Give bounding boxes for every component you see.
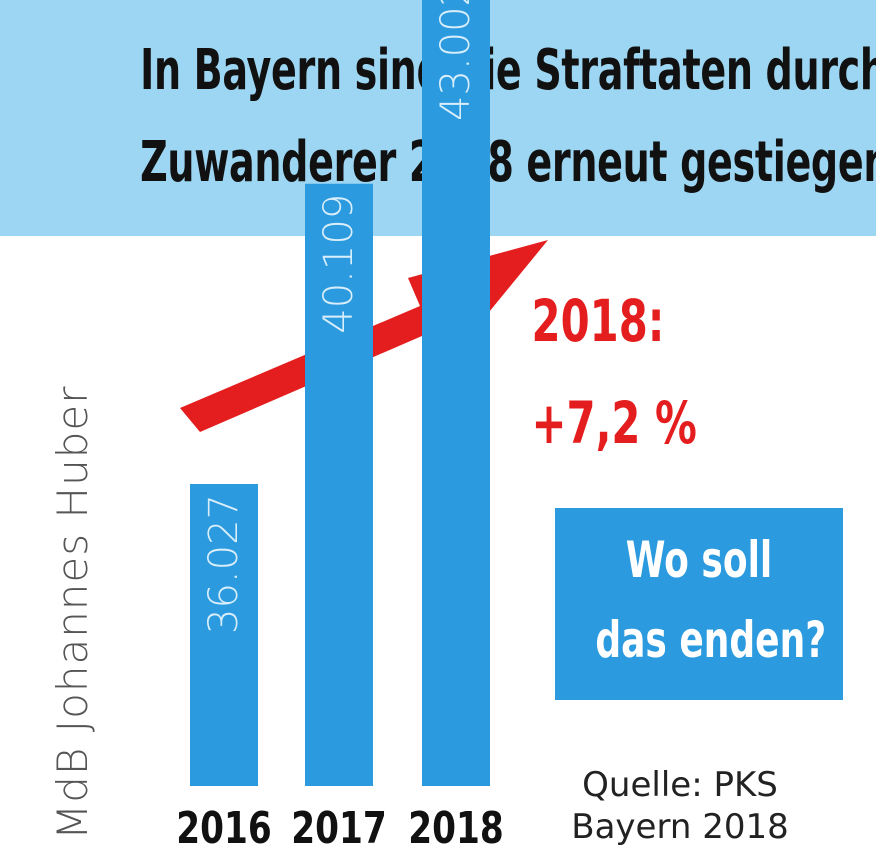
change-percent-label: +7,2 % [531, 389, 697, 457]
question-line-1: Wo soll [625, 531, 773, 589]
bar-value-label: 43.002 [433, 0, 479, 121]
bar-2017 [305, 183, 373, 786]
bar-2018 [422, 0, 490, 786]
x-tick-label: 2017 [291, 803, 386, 854]
bar-2016 [190, 484, 258, 786]
bar-value-label: 40.109 [316, 194, 362, 334]
x-tick-label: 2018 [408, 803, 503, 854]
x-tick-label: 2016 [176, 803, 271, 854]
question-callout: Wo soll das enden? [555, 508, 843, 700]
source-line-1: Quelle: PKS [582, 765, 778, 805]
source-line-2: Bayern 2018 [571, 807, 789, 847]
change-year-label: 2018: [531, 287, 665, 355]
question-line-2: das enden? [595, 611, 827, 669]
bar-value-label: 36.027 [201, 494, 247, 634]
